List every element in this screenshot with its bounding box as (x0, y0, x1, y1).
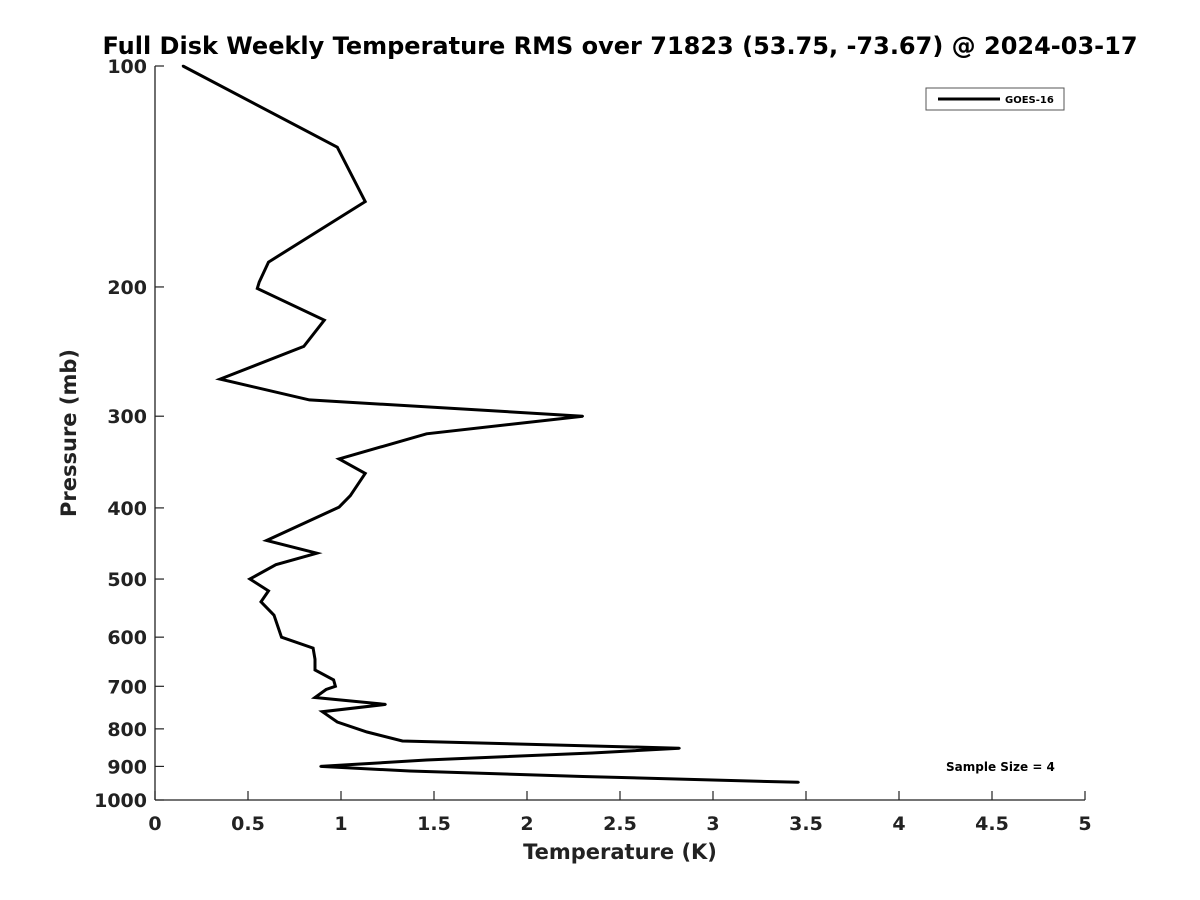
data-point (248, 577, 252, 581)
data-point (384, 703, 387, 706)
data-point (218, 377, 222, 381)
y-tick-label: 500 (107, 569, 147, 591)
data-point (315, 552, 318, 555)
y-tick-label: 600 (107, 627, 147, 649)
x-tick-label: 0 (148, 813, 161, 835)
data-point (590, 751, 594, 755)
data-point (365, 730, 369, 734)
data-point (181, 64, 185, 68)
y-tick-label: 800 (107, 719, 147, 741)
data-point (581, 775, 584, 778)
data-point (319, 765, 322, 768)
data-point (265, 539, 268, 542)
x-tick-label: 4 (892, 813, 905, 835)
y-tick-label: 400 (107, 498, 147, 520)
data-point (280, 636, 283, 639)
data-point (324, 688, 328, 691)
x-tick-label: 3.5 (789, 813, 823, 835)
data-point (336, 720, 339, 724)
data-point (274, 563, 278, 566)
data-point (321, 710, 324, 713)
data-point (364, 200, 367, 203)
y-tick-label: 100 (107, 56, 147, 78)
x-tick-label: 3 (706, 813, 719, 835)
legend-label-goes-16: GOES-16 (1005, 95, 1054, 106)
y-tick-label: 700 (107, 676, 147, 698)
data-point (256, 287, 259, 290)
data-point (313, 696, 317, 699)
x-tick-label: 1 (334, 813, 347, 835)
x-tick-label: 2 (520, 813, 533, 835)
data-point (323, 319, 326, 322)
y-tick-label: 900 (107, 756, 147, 778)
data-point (581, 415, 584, 418)
data-point (313, 668, 317, 672)
series-layer (181, 64, 800, 784)
data-point (337, 457, 341, 461)
data-point (797, 781, 800, 784)
data-point (258, 280, 261, 284)
data-point (349, 494, 352, 497)
data-point (332, 678, 335, 682)
data-point (302, 345, 305, 348)
data-point (425, 432, 428, 435)
y-tick-label: 200 (107, 277, 147, 299)
data-point (364, 472, 367, 475)
data-point (408, 769, 411, 773)
data-point (401, 739, 404, 743)
data-point (678, 747, 681, 750)
data-point (425, 758, 428, 762)
y-axis-label: Pressure (mb) (57, 349, 81, 517)
sample-size-annotation: Sample Size = 4 (946, 760, 1055, 774)
data-point (308, 398, 311, 402)
data-point (336, 146, 339, 149)
data-point (259, 600, 263, 603)
x-ticks: 0 0.5 1 1.5 2 2.5 3 3.5 4 4.5 5 (148, 791, 1092, 835)
x-axis-label: Temperature (K) (523, 840, 717, 864)
y-ticks: 100 200 300 400 500 600 700 800 900 1000 (94, 56, 164, 812)
y-tick-label: 1000 (94, 790, 147, 812)
legend: GOES-16 (925, 87, 1065, 111)
chart-title: Full Disk Weekly Temperature RMS over 71… (102, 32, 1137, 60)
x-tick-label: 5 (1078, 813, 1091, 835)
data-point (272, 614, 276, 617)
x-tick-label: 4.5 (975, 813, 1009, 835)
data-point (313, 658, 317, 661)
data-point (334, 685, 337, 688)
y-tick-label: 300 (107, 406, 147, 428)
data-point (267, 589, 270, 593)
data-point (267, 260, 270, 264)
data-point (311, 646, 315, 650)
x-tick-label: 1.5 (417, 813, 451, 835)
x-tick-label: 0.5 (231, 813, 265, 835)
data-point (337, 505, 341, 509)
x-tick-label: 2.5 (603, 813, 637, 835)
